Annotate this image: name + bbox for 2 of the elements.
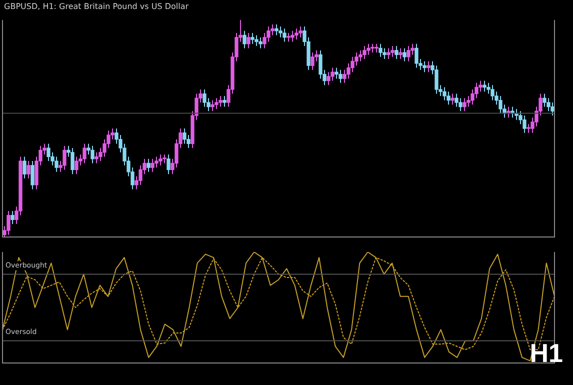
chart-title: GBPUSD, H1: Great Britain Pound vs US Dollar [4, 2, 189, 11]
annotation: H1 [530, 338, 563, 369]
